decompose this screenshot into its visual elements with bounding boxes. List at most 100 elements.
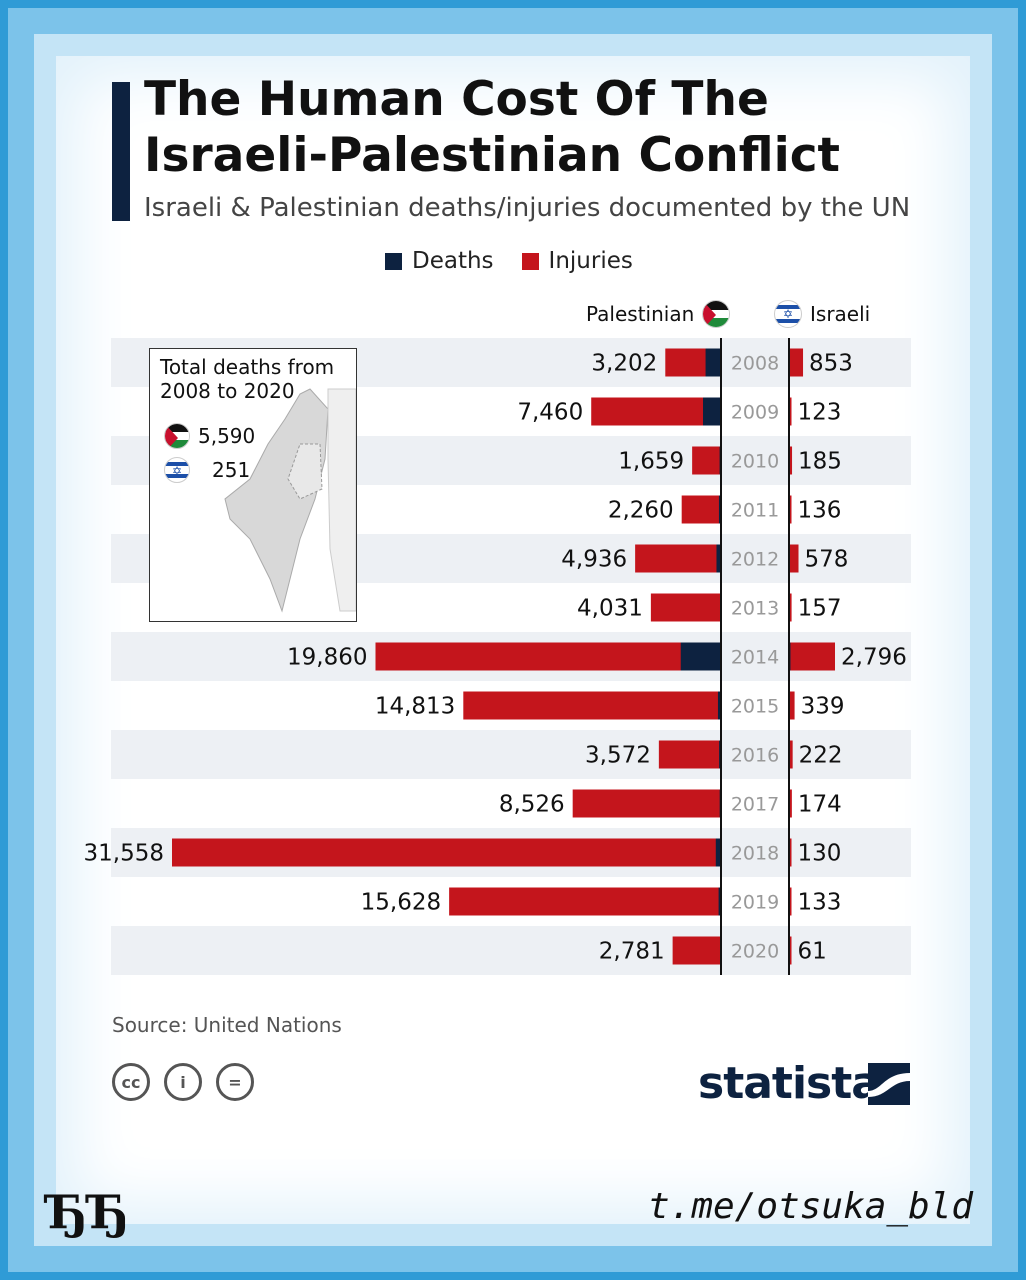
legend-injuries-swatch xyxy=(521,252,539,270)
inset-palestinian-total: 5,590 xyxy=(164,423,255,449)
legend-deaths-label: Deaths xyxy=(412,248,494,274)
palestinian-value-label: 3,202 xyxy=(591,351,657,377)
chart-title: The Human Cost Of The Israeli-Palestinia… xyxy=(144,72,841,183)
map-illustration xyxy=(224,388,356,613)
statista-logo-text[interactable]: statista xyxy=(698,1058,881,1109)
israeli-injury-bar xyxy=(789,544,799,573)
palestinian-value-label: 31,558 xyxy=(84,841,164,867)
israeli-value-label: 133 xyxy=(798,890,842,916)
israeli-injury-bar xyxy=(789,887,792,916)
israeli-value-label: 130 xyxy=(798,841,842,867)
year-label: 2019 xyxy=(731,892,779,914)
palestinian-injury-bar xyxy=(463,691,721,720)
palestinian-injury-bar xyxy=(672,936,721,965)
israeli-value-label: 174 xyxy=(798,792,842,818)
creative-commons-icon[interactable]: cc xyxy=(112,1063,150,1101)
israeli-injury-bar xyxy=(789,936,792,965)
legend-deaths: Deaths xyxy=(385,248,494,274)
palestinian-death-bar xyxy=(715,838,721,867)
year-label: 2015 xyxy=(731,696,779,718)
palestinian-death-bar xyxy=(718,495,721,524)
watermark-logo: ЂЂ xyxy=(46,1185,129,1239)
palestinian-injury-bar xyxy=(635,544,721,573)
israeli-value-label: 185 xyxy=(798,449,842,475)
israeli-injury-bar xyxy=(789,838,792,867)
palestinian-death-bar xyxy=(705,348,721,377)
year-label: 2018 xyxy=(731,843,779,865)
legend-injuries: Injuries xyxy=(521,248,633,274)
legend-deaths-swatch xyxy=(385,252,402,270)
israeli-value-label: 61 xyxy=(798,939,827,965)
israeli-injury-bar xyxy=(789,446,793,475)
israeli-injury-bar xyxy=(789,495,792,524)
palestinian-death-bar xyxy=(680,642,721,671)
israeli-header-label: Israeli xyxy=(810,302,871,326)
israeli-value-label: 853 xyxy=(809,351,853,377)
year-label: 2014 xyxy=(731,647,779,669)
palestinian-injury-bar xyxy=(572,789,721,818)
israeli-value-label: 136 xyxy=(798,498,842,524)
palestinian-death-bar xyxy=(717,691,721,720)
year-label: 2012 xyxy=(731,549,779,571)
israeli-value-label: 123 xyxy=(798,400,842,426)
palestine-flag-icon xyxy=(164,423,190,449)
palestinian-death-bar xyxy=(718,887,721,916)
year-label: 2017 xyxy=(731,794,779,816)
title-accent-bar xyxy=(112,82,130,221)
israeli-injury-bar xyxy=(789,789,792,818)
palestinian-injury-bar xyxy=(591,397,721,426)
israeli-value-label: 222 xyxy=(799,743,843,769)
palestinian-value-label: 14,813 xyxy=(375,694,455,720)
palestinian-header-label: Palestinian xyxy=(586,302,695,326)
attribution-icon[interactable]: i xyxy=(164,1063,202,1101)
row-band xyxy=(111,730,911,779)
inset-title: Total deaths from 2008 to 2020 xyxy=(160,355,335,403)
palestinian-injury-bar xyxy=(172,838,721,867)
israeli-injury-bar xyxy=(789,397,792,426)
year-label: 2016 xyxy=(731,745,779,767)
palestinian-value-label: 15,628 xyxy=(361,890,441,916)
israeli-injury-bar xyxy=(789,642,835,671)
israeli-injury-bar xyxy=(789,348,804,377)
israeli-injury-bar xyxy=(789,740,793,769)
year-label: 2013 xyxy=(731,598,779,620)
palestinian-injury-bar xyxy=(692,446,721,475)
source-note: Source: United Nations xyxy=(112,1013,342,1037)
inset-palestinian-value: 5,590 xyxy=(198,424,256,448)
israeli-injury-bar xyxy=(789,593,792,622)
palestinian-injury-bar xyxy=(650,593,721,622)
palestinian-injury-bar xyxy=(449,887,721,916)
palestine-flag-icon xyxy=(702,300,731,328)
palestinian-value-label: 2,260 xyxy=(608,498,674,524)
statista-logo-icon xyxy=(868,1063,910,1105)
row-band xyxy=(111,926,911,975)
israel-flag-icon: ✡ xyxy=(774,300,802,328)
inset-israeli-value: 251 xyxy=(212,458,251,482)
total-deaths-inset: Total deaths from 2008 to 2020 5,590 ✡ 2… xyxy=(149,348,357,622)
year-label: 2008 xyxy=(731,353,779,375)
palestinian-value-label: 3,572 xyxy=(585,743,651,769)
palestinian-value-label: 2,781 xyxy=(599,939,665,965)
palestinian-injury-bar xyxy=(375,642,721,671)
palestinian-value-label: 4,031 xyxy=(577,596,643,622)
palestinian-column-header: Palestinian xyxy=(586,300,731,328)
israeli-value-label: 2,796 xyxy=(841,645,907,671)
no-derivatives-icon[interactable]: = xyxy=(216,1063,254,1101)
israeli-injury-bar xyxy=(789,691,795,720)
watermark-handle: t.me/otsuka_bld xyxy=(648,1186,974,1227)
palestinian-death-bar xyxy=(716,544,721,573)
israeli-value-label: 578 xyxy=(805,547,849,573)
palestinian-value-label: 8,526 xyxy=(499,792,565,818)
year-label: 2010 xyxy=(731,451,779,473)
year-label: 2009 xyxy=(731,402,779,424)
palestinian-value-label: 19,860 xyxy=(287,645,367,671)
palestinian-death-bar xyxy=(703,397,721,426)
israel-flag-icon: ✡ xyxy=(164,457,190,483)
israeli-value-label: 157 xyxy=(798,596,842,622)
israeli-value-label: 339 xyxy=(801,694,845,720)
chart-subtitle: Israeli & Palestinian deaths/injuries do… xyxy=(144,193,911,223)
inset-israeli-total: ✡ 251 xyxy=(164,457,250,483)
legend-injuries-label: Injuries xyxy=(548,248,633,274)
year-label: 2020 xyxy=(731,941,779,963)
